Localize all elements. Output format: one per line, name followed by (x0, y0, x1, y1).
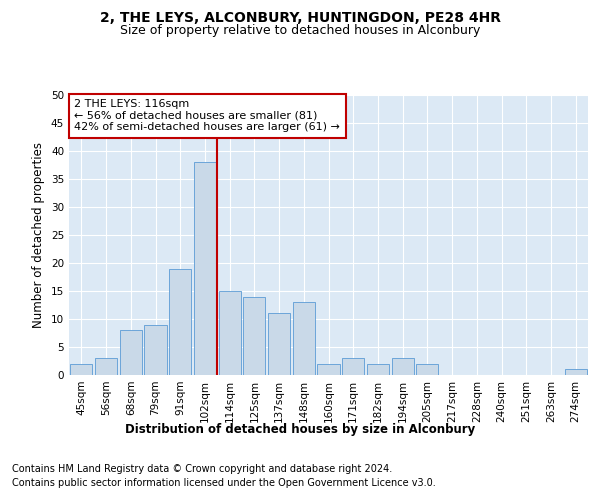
Bar (416, 364, 439, 375)
Text: 2 THE LEYS: 116sqm
← 56% of detached houses are smaller (81)
42% of semi-detache: 2 THE LEYS: 116sqm ← 56% of detached hou… (74, 99, 340, 132)
Bar (342, 358, 364, 375)
Bar (565, 370, 587, 375)
Text: 2, THE LEYS, ALCONBURY, HUNTINGDON, PE28 4HR: 2, THE LEYS, ALCONBURY, HUNTINGDON, PE28… (100, 11, 500, 25)
Bar (317, 364, 340, 375)
Bar (293, 302, 315, 375)
Bar (392, 358, 414, 375)
Bar (70, 364, 92, 375)
Text: Size of property relative to detached houses in Alconbury: Size of property relative to detached ho… (120, 24, 480, 37)
Bar (169, 268, 191, 375)
Bar (367, 364, 389, 375)
Text: Contains HM Land Registry data © Crown copyright and database right 2024.: Contains HM Land Registry data © Crown c… (12, 464, 392, 474)
Bar (243, 296, 265, 375)
Bar (119, 330, 142, 375)
Bar (194, 162, 216, 375)
Bar (268, 314, 290, 375)
Y-axis label: Number of detached properties: Number of detached properties (32, 142, 46, 328)
Bar (95, 358, 117, 375)
Bar (145, 324, 167, 375)
Text: Contains public sector information licensed under the Open Government Licence v3: Contains public sector information licen… (12, 478, 436, 488)
Bar (218, 291, 241, 375)
Text: Distribution of detached houses by size in Alconbury: Distribution of detached houses by size … (125, 422, 475, 436)
